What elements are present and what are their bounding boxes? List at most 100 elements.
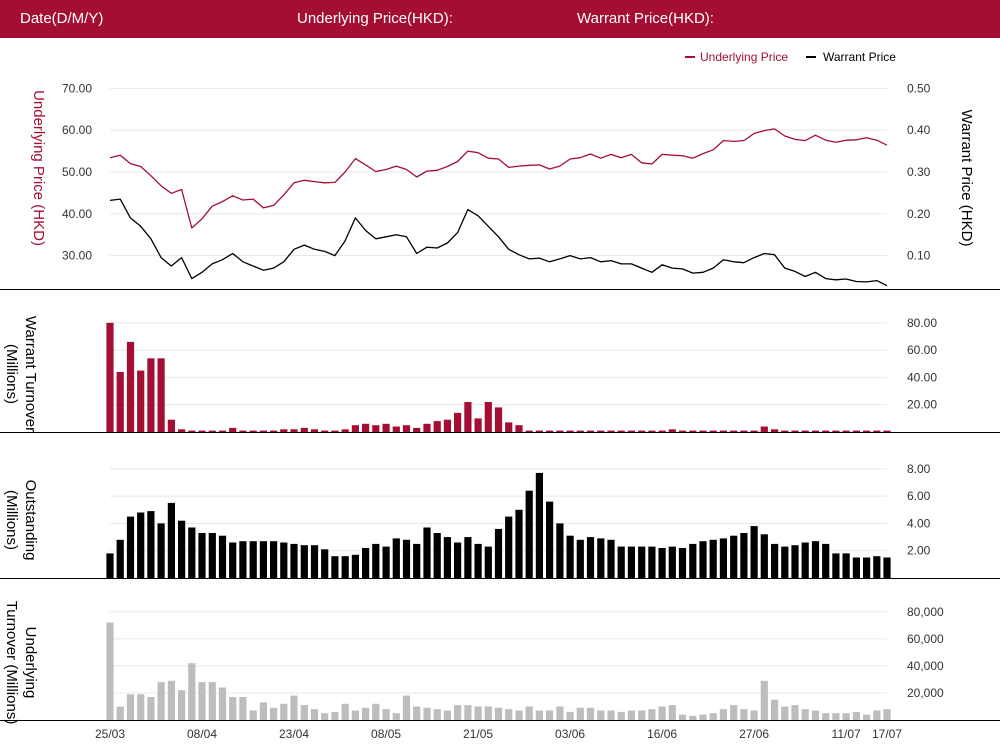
underlying-turnover-tick-label: 80,000 xyxy=(907,605,944,619)
outstanding-bar xyxy=(535,472,543,578)
warrant-turnover-axis-label-line: (Millions) xyxy=(3,344,20,404)
underlying-turnover-axis-label-line: Underlying xyxy=(22,627,39,699)
underlying-turnover-bar xyxy=(402,695,411,720)
warrant-turnover-bar xyxy=(433,421,441,432)
outstanding-bar xyxy=(331,556,339,578)
warrant-turnover-bar xyxy=(719,430,727,432)
outstanding-bar xyxy=(167,502,175,578)
underlying-turnover-tick-label: 60,000 xyxy=(907,632,944,646)
warrant-turnover-bar xyxy=(678,430,687,432)
underlying-turnover-bar xyxy=(392,713,400,720)
warrant-turnover-bar xyxy=(382,423,390,432)
underlying-turnover-bar xyxy=(494,707,503,720)
warrant-turnover-bar xyxy=(760,426,768,432)
warrant-turnover-bar xyxy=(556,430,564,432)
underlying-turnover-bar xyxy=(607,710,615,720)
warrant-turnover-bar xyxy=(208,430,216,432)
warrant-turnover-tick-label: 40.00 xyxy=(907,370,937,384)
underlying-turnover-bar xyxy=(546,710,554,720)
outstanding-bar xyxy=(198,533,206,578)
underlying-turnover-bar xyxy=(648,709,656,720)
warrant-turnover-bar xyxy=(668,429,676,432)
outstanding-bar xyxy=(443,537,451,578)
underlying-turnover-bar xyxy=(566,711,574,720)
underlying-turnover-bar xyxy=(740,709,748,720)
x-axis-tick-label: 21/05 xyxy=(463,727,493,741)
outstanding-bar xyxy=(106,553,114,578)
outstanding-bar xyxy=(678,548,687,578)
warrant-turnover-bar xyxy=(218,430,227,432)
warrant-turnover-bar xyxy=(290,429,298,432)
underlying-turnover-bar xyxy=(362,707,370,720)
underlying-turnover-bar xyxy=(535,710,543,720)
outstanding-bar xyxy=(515,509,523,578)
outstanding-bar xyxy=(760,534,768,578)
outstanding-bar xyxy=(239,541,247,578)
outstanding-bar xyxy=(474,543,482,578)
warrant-turnover-bar xyxy=(638,430,646,432)
outstanding-bar xyxy=(689,543,697,578)
left-axis-tick-label: 60.00 xyxy=(62,123,92,137)
underlying-turnover-bar xyxy=(331,711,339,720)
warrant-turnover-bar xyxy=(402,425,411,432)
underlying-turnover-bar xyxy=(413,706,421,720)
underlying-turnover-bar xyxy=(719,709,727,720)
date-label: Date(D/M/Y) xyxy=(20,10,104,27)
outstanding-tick-label: 4.00 xyxy=(907,516,931,530)
warrant-turnover-bar xyxy=(781,430,789,432)
underlying-turnover-bar xyxy=(709,713,717,720)
underlying-turnover-bar xyxy=(852,711,860,720)
warrant-turnover-bar xyxy=(454,412,462,432)
left-axis-tick-label: 40.00 xyxy=(62,207,92,221)
outstanding-bar xyxy=(586,537,595,578)
warrant-turnover-bar xyxy=(106,322,114,432)
left-axis-label: Underlying Price (HKD) xyxy=(30,90,47,246)
warrant-turnover-bar xyxy=(341,429,349,432)
underlying-turnover-bar xyxy=(280,703,288,720)
outstanding-tick-label: 8.00 xyxy=(907,462,931,476)
outstanding-bar xyxy=(781,546,789,578)
underlying-turnover-bar xyxy=(515,710,523,720)
outstanding-bar xyxy=(362,548,370,578)
outstanding-bar xyxy=(137,512,145,578)
outstanding-bar xyxy=(832,553,840,578)
right-axis-tick-label: 0.10 xyxy=(907,249,931,263)
outstanding-bar xyxy=(699,541,707,578)
header-bar: Date(D/M/Y) Underlying Price(HKD): Warra… xyxy=(0,0,1000,38)
warrant-turnover-bar xyxy=(392,426,400,432)
warrant-turnover-bar xyxy=(525,430,533,432)
underlying-turnover-bar xyxy=(249,710,257,720)
outstanding-bar xyxy=(494,528,503,578)
warrant-turnover-bar xyxy=(750,430,758,432)
outstanding-bar xyxy=(321,549,329,578)
underlying-turnover-bar xyxy=(321,713,329,720)
outstanding-bar xyxy=(791,545,799,578)
right-axis-label: Warrant Price (HKD) xyxy=(958,110,975,247)
underlying-turnover-bar xyxy=(771,699,779,720)
outstanding-bar xyxy=(280,542,288,578)
outstanding-bar xyxy=(863,557,871,578)
warrant-turnover-tick-label: 20.00 xyxy=(907,398,937,412)
warrant-turnover-bar xyxy=(178,429,186,432)
left-axis-tick-label: 70.00 xyxy=(62,81,92,95)
outstanding-bar xyxy=(883,557,891,578)
warrant-price-line xyxy=(109,198,888,287)
outstanding-bar xyxy=(249,541,257,578)
outstanding-bar xyxy=(208,533,216,578)
outstanding-bar xyxy=(852,557,860,578)
underlying-turnover-bar xyxy=(423,707,431,720)
warrant-turnover-bar xyxy=(464,402,472,432)
underlying-turnover-bar xyxy=(290,695,298,720)
warrant-turnover-bar xyxy=(116,372,124,432)
underlying-turnover-bar xyxy=(474,706,482,720)
underlying-turnover-bar xyxy=(811,710,820,720)
underlying-price-label: Underlying Price(HKD): xyxy=(297,10,453,27)
warrant-turnover-bar xyxy=(310,429,319,432)
warrant-turnover-bar xyxy=(157,358,165,432)
outstanding-bar xyxy=(310,545,319,578)
warrant-turnover-bar xyxy=(137,370,145,432)
warrant-turnover-bar xyxy=(515,425,523,432)
underlying-turnover-bar xyxy=(556,706,564,720)
underlying-turnover-bar xyxy=(178,690,186,720)
outstanding-bar xyxy=(648,546,656,578)
